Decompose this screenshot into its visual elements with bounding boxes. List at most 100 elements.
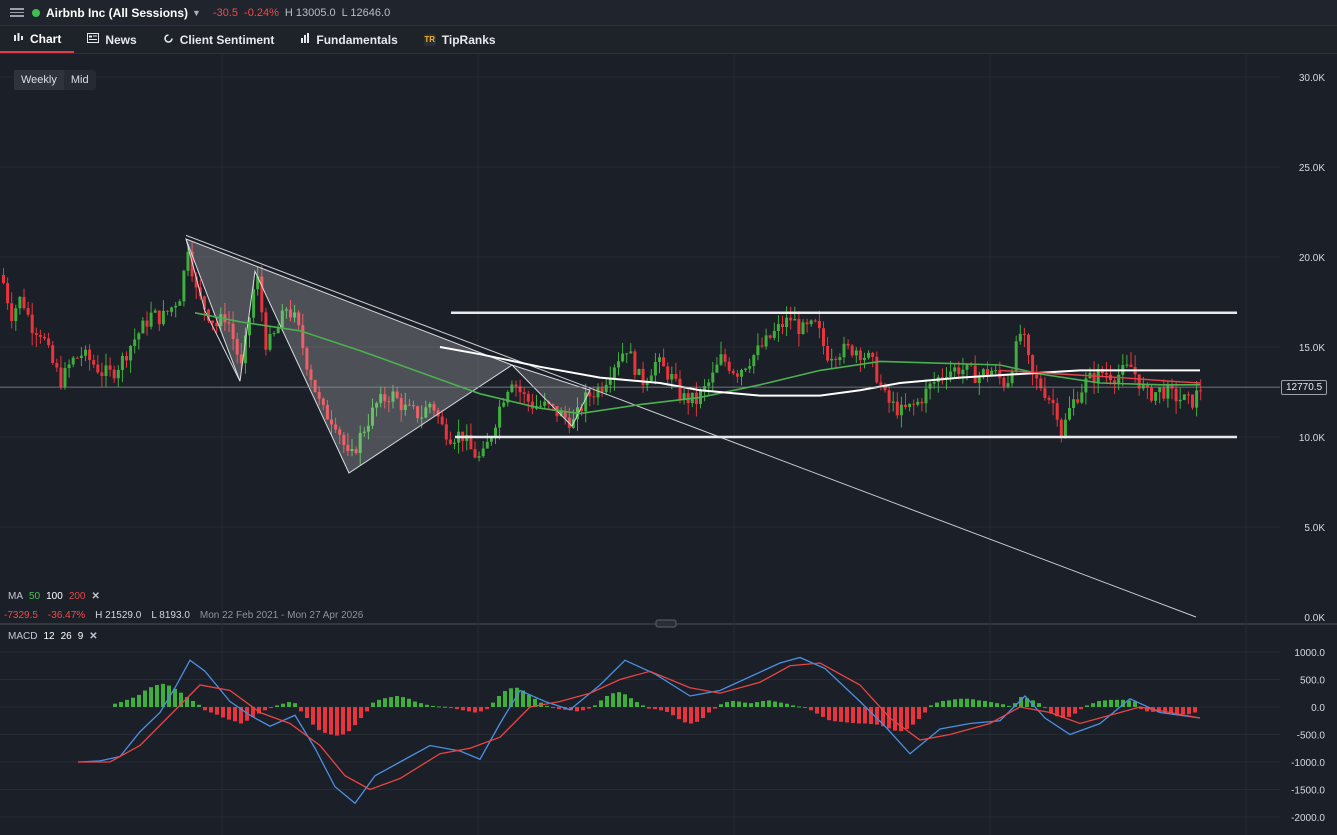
histogram-bar [533,698,537,707]
timeframe-mid[interactable]: Mid [70,74,89,86]
candle [416,406,420,419]
candle [1166,385,1170,399]
candle [112,369,116,379]
histogram-bar [965,698,969,707]
pane-resize-handle [655,619,677,628]
macd-axis-label: -500.0 [1297,731,1326,742]
ma-200[interactable]: 200 [68,591,86,602]
candle [489,437,493,442]
candle [145,320,149,327]
tab-client-sentiment[interactable]: Client Sentiment [150,26,288,53]
candle [293,312,297,318]
candle [965,364,969,370]
candle [108,365,112,370]
histogram-bar [1007,705,1011,707]
histogram-bar [983,700,987,707]
instrument-title[interactable]: Airbnb Inc (All Sessions) [46,5,189,20]
tab-news[interactable]: News [74,26,149,53]
candle [395,391,399,399]
triangle-pattern [511,364,591,428]
close-macd-icon[interactable]: ✕ [89,631,98,642]
histogram-bar [1049,707,1053,714]
tab-tipranks[interactable]: TR TipRanks [411,26,509,53]
candle [1059,419,1063,437]
histogram-bar [623,694,627,707]
histogram-bar [959,698,963,707]
candle [1137,374,1141,389]
histogram-bar [815,707,819,714]
histogram-bar [1043,707,1047,709]
candle [1039,378,1043,389]
histogram-bar [1157,707,1161,713]
histogram-bar [413,701,417,707]
candle [67,364,71,369]
candle [887,390,891,403]
candle [170,307,174,312]
candle [448,439,452,444]
timeframe-weekly[interactable]: Weekly [14,70,64,90]
histogram-bar [641,705,645,707]
histogram-bar [233,707,237,722]
session-high: H 13005.0 [284,6,336,19]
histogram-bar [161,683,165,707]
candle [301,325,305,349]
candle [133,339,137,346]
candle [391,391,395,402]
price-change-percent: -0.24% [244,6,279,19]
close-ma-icon[interactable]: ✕ [91,591,100,602]
candle [719,354,723,365]
candle [47,338,51,346]
chevron-down-icon[interactable]: ▼ [192,7,201,18]
macd-fast[interactable]: 12 [43,631,55,642]
candle [592,396,596,398]
candle [756,345,760,356]
candle [412,405,415,407]
macd-signal[interactable]: 9 [77,631,84,642]
candle [289,309,292,318]
tab-fundamentals[interactable]: Fundamentals [287,26,410,53]
candle [994,370,998,372]
candle [961,369,965,375]
candle [707,382,711,387]
candle [1002,377,1006,387]
chart-grid [0,54,1337,835]
candle [477,456,481,458]
histogram-bar [143,690,147,707]
histogram-bar [941,700,945,707]
candle [649,375,653,381]
candle [276,327,280,334]
tab-chart[interactable]: Chart [0,26,75,53]
macd-axis-label: -1000.0 [1291,758,1325,769]
candle [916,401,920,405]
macd-slow[interactable]: 26 [60,631,72,642]
histogram-bar [317,707,321,731]
chart-area[interactable]: 30.0K 25.0K 20.0K 15.0K 10.0K 5.0K 0.0K 1000.0… [0,54,1337,835]
ma-50[interactable]: 50 [29,591,41,602]
range-high: H 21529.0 [95,610,142,621]
histogram-bar [791,705,795,707]
candle [272,333,276,335]
candle [18,296,22,309]
hamburger-menu-icon[interactable] [10,8,24,17]
macd-legend: MACD 12 26 9 ✕ [8,631,98,642]
candle [924,388,928,404]
ma100-line [439,346,1200,397]
candle [317,392,321,399]
price-change: -30.5 [212,6,239,19]
candle [830,358,834,361]
candlesticks [2,242,1203,466]
ma-100[interactable]: 100 [46,591,63,602]
candle [79,355,83,359]
histogram-bar [473,707,477,713]
candle [990,370,994,376]
candle [744,368,748,370]
histogram-bar [707,707,711,713]
histogram-bar [1163,707,1167,714]
histogram-bar [545,705,549,707]
candle [260,276,264,313]
range-dates: Mon 22 Feb 2021 - Mon 27 Apr 2026 [199,610,364,621]
candle [84,349,87,356]
candle [785,317,789,328]
candle [498,406,502,428]
